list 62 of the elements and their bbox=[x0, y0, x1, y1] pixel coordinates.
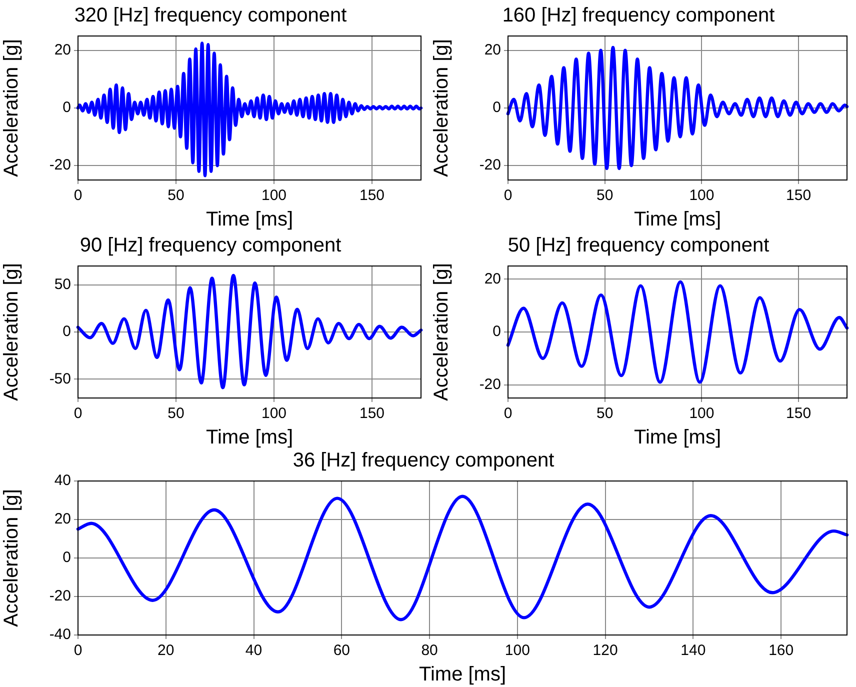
x-tick-label: 150 bbox=[359, 405, 385, 422]
y-tick-label: 0 bbox=[62, 323, 71, 340]
x-tick-label: 50 bbox=[168, 187, 184, 204]
x-axis-title: Time [ms] bbox=[418, 664, 506, 686]
y-tick-label: -40 bbox=[49, 626, 71, 644]
x-tick-label: 100 bbox=[261, 405, 287, 422]
x-tick-label: 140 bbox=[680, 642, 706, 660]
x-tick-label: 100 bbox=[689, 187, 714, 204]
x-tick-label: 100 bbox=[689, 405, 714, 422]
chart-title: 50 [Hz] frequency component bbox=[508, 234, 770, 257]
chart-title: 160 [Hz] frequency component bbox=[502, 4, 776, 27]
y-axis-title: Acceleration [g] bbox=[0, 489, 23, 627]
x-tick-label: 50 bbox=[168, 405, 184, 422]
x-tick-label: 50 bbox=[596, 405, 614, 422]
line-series bbox=[506, 280, 849, 384]
x-tick-label: 0 bbox=[504, 405, 512, 422]
y-axis-title: Acceleration [g] bbox=[430, 39, 453, 177]
x-tick-label: 100 bbox=[261, 187, 287, 204]
y-tick-label: 40 bbox=[54, 472, 71, 490]
x-tick-label: 0 bbox=[504, 187, 512, 204]
y-tick-label: -20 bbox=[49, 156, 71, 174]
x-tick-label: 50 bbox=[596, 187, 614, 204]
y-tick-label: 50 bbox=[54, 276, 71, 293]
y-tick-label: 20 bbox=[54, 510, 71, 528]
line-series bbox=[506, 46, 849, 170]
chart-title: 36 [Hz] frequency component bbox=[292, 450, 555, 472]
y-tick-label: 20 bbox=[54, 42, 71, 59]
line-series bbox=[76, 494, 849, 622]
y-tick-label: 20 bbox=[484, 270, 501, 288]
x-axis-title: Time [ms] bbox=[634, 426, 722, 449]
x-tick-label: 20 bbox=[158, 642, 174, 660]
y-tick-label: 0 bbox=[62, 549, 71, 566]
y-tick-label: -20 bbox=[479, 376, 501, 393]
x-tick-label: 0 bbox=[74, 642, 82, 660]
y-tick-label: 0 bbox=[492, 323, 501, 340]
x-tick-label: 80 bbox=[421, 642, 438, 660]
x-axis-title: Time [ms] bbox=[634, 208, 722, 231]
x-tick-label: 120 bbox=[592, 642, 618, 660]
y-tick-label: 0 bbox=[492, 99, 501, 116]
y-tick-label: -20 bbox=[49, 588, 71, 605]
x-tick-label: 100 bbox=[504, 642, 530, 660]
x-tick-label: 40 bbox=[245, 642, 262, 660]
y-tick-label: 0 bbox=[62, 99, 71, 116]
x-tick-label: 160 bbox=[768, 642, 794, 660]
x-axis-title: Time [ms] bbox=[206, 208, 294, 231]
y-tick-label: 20 bbox=[484, 42, 501, 59]
x-tick-label: 150 bbox=[359, 187, 385, 204]
x-tick-label: 0 bbox=[74, 405, 82, 422]
y-axis-title: Acceleration [g] bbox=[430, 263, 453, 401]
x-tick-label: 150 bbox=[786, 187, 812, 204]
x-tick-label: 0 bbox=[74, 187, 82, 204]
y-tick-label: -50 bbox=[49, 370, 71, 388]
chart-title: 320 [Hz] frequency component bbox=[74, 4, 348, 27]
y-tick-label: -20 bbox=[479, 156, 501, 174]
y-axis-title: Acceleration [g] bbox=[0, 39, 23, 177]
line-series bbox=[76, 274, 423, 390]
line-series bbox=[76, 42, 423, 178]
chart-title: 90 [Hz] frequency component bbox=[80, 234, 342, 257]
x-tick-label: 150 bbox=[786, 405, 812, 422]
y-axis-title: Acceleration [g] bbox=[0, 263, 23, 401]
x-axis-title: Time [ms] bbox=[206, 426, 294, 449]
x-tick-label: 60 bbox=[333, 642, 350, 660]
